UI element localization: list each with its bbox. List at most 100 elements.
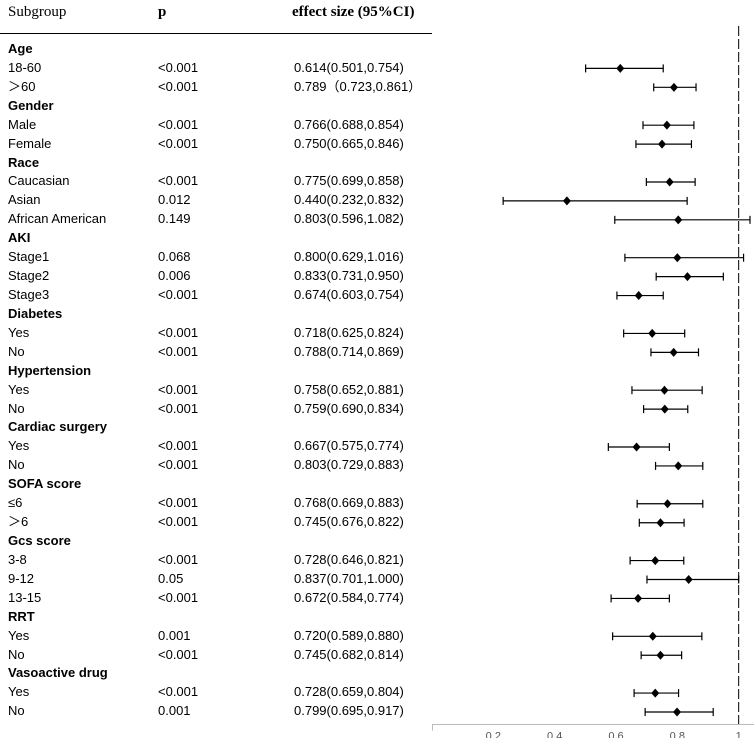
subgroup-label: 13-15: [8, 589, 42, 605]
p-value: <0.001: [158, 286, 199, 302]
point-estimate-marker: [634, 593, 643, 603]
p-value: <0.001: [158, 400, 199, 416]
point-estimate-marker: [648, 328, 657, 338]
point-estimate-marker: [663, 499, 672, 509]
effect-size-text: 0.799(0.695,0.917): [294, 703, 404, 719]
table-row: African American 0.149 0.803(0.596,1.082): [0, 210, 432, 229]
effect-size-text: 0.720(0.589,0.880): [294, 627, 404, 643]
subgroup-label: ＞60: [8, 78, 36, 94]
table-row: 3-8 <0.001 0.728(0.646,0.821): [0, 551, 432, 570]
subgroup-label: Asian: [8, 192, 41, 208]
point-estimate-marker: [674, 215, 683, 225]
group-name: Race: [8, 154, 40, 170]
point-estimate-marker: [648, 631, 657, 641]
p-value: <0.001: [158, 78, 199, 94]
table-row: Yes <0.001 0.718(0.625,0.824): [0, 324, 432, 343]
effect-size-text: 0.758(0.652,0.881): [294, 381, 404, 397]
point-estimate-marker: [683, 272, 692, 282]
header-divider: [0, 33, 432, 34]
point-estimate-marker: [656, 650, 665, 660]
table-row: ＞60 <0.001 0.789（0.723,0.861）: [0, 78, 432, 97]
p-value: 0.149: [158, 211, 191, 227]
effect-size-text: 0.667(0.575,0.774): [294, 438, 404, 454]
effect-size-text: 0.766(0.688,0.854): [294, 116, 404, 132]
subgroup-label: ＞6: [8, 514, 29, 530]
effect-size-text: 0.775(0.699,0.858): [294, 173, 404, 189]
subgroup-label: Caucasian: [8, 173, 70, 189]
effect-size-text: 0.674(0.603,0.754): [294, 286, 404, 302]
point-estimate-marker: [658, 139, 666, 149]
p-value: <0.001: [158, 646, 199, 662]
table-row: No <0.001 0.759(0.690,0.834): [0, 400, 432, 419]
x-tick-label: 1: [736, 730, 742, 738]
point-estimate-marker: [669, 82, 678, 92]
p-value: <0.001: [158, 173, 199, 189]
point-estimate-marker: [634, 291, 643, 301]
group-name: Hypertension: [8, 362, 92, 378]
subgroup-label: No: [8, 646, 25, 662]
point-estimate-marker: [669, 347, 678, 357]
group-name: Cardiac surgery: [8, 419, 107, 435]
group-header-row: Cardiac surgery: [0, 418, 432, 437]
table-row: No <0.001 0.788(0.714,0.869): [0, 343, 432, 362]
effect-size-text: 0.759(0.690,0.834): [294, 400, 404, 416]
p-value: 0.068: [158, 249, 191, 265]
subgroup-label: Yes: [8, 324, 30, 340]
p-value: <0.001: [158, 381, 199, 397]
subgroup-label: Yes: [8, 627, 30, 643]
table-row: ≤6 <0.001 0.768(0.669,0.883): [0, 494, 432, 513]
table-row: Yes <0.001 0.728(0.659,0.804): [0, 683, 432, 702]
table-row: No 0.001 0.799(0.695,0.917): [0, 702, 432, 721]
subgroup-label: No: [8, 400, 25, 416]
table-rows: Age 18-60 <0.001 0.614(0.501,0.754) ＞60 <0.00…: [0, 40, 432, 721]
effect-size-text: 0.614(0.501,0.754): [294, 59, 404, 75]
subgroup-label: Female: [8, 135, 52, 151]
group-header-row: Gender: [0, 97, 432, 116]
effect-size-text: 0.745(0.676,0.822): [294, 514, 404, 530]
table-row: 13-15 <0.001 0.672(0.584,0.774): [0, 589, 432, 608]
point-estimate-marker: [673, 707, 682, 717]
table-row: ＞6 <0.001 0.745(0.676,0.822): [0, 513, 432, 532]
p-value: <0.001: [158, 514, 199, 530]
group-header-row: Diabetes: [0, 305, 432, 324]
x-tick-label: 0.2: [486, 730, 501, 738]
effect-size-text: 0.728(0.659,0.804): [294, 684, 404, 700]
group-header-row: AKI: [0, 229, 432, 248]
effect-size-text: 0.440(0.232,0.832): [294, 192, 404, 208]
x-tick-label: 0.4: [547, 730, 562, 738]
table-row: Asian 0.012 0.440(0.232,0.832): [0, 191, 432, 210]
point-estimate-marker: [673, 253, 682, 263]
subgroup-label: No: [8, 703, 25, 719]
subgroup-label: Yes: [8, 684, 30, 700]
effect-size-text: 0.745(0.682,0.814): [294, 646, 404, 662]
effect-size-text: 0.837(0.701,1.000): [294, 570, 404, 586]
p-value: 0.001: [158, 627, 191, 643]
group-name: Gcs score: [8, 532, 71, 548]
group-header-row: Gcs score: [0, 532, 432, 551]
p-value: <0.001: [158, 495, 199, 511]
subgroup-label: ≤6: [8, 495, 23, 511]
effect-size-text: 0.672(0.584,0.774): [294, 589, 404, 605]
group-header-row: RRT: [0, 608, 432, 627]
point-estimate-marker: [562, 196, 571, 206]
effect-size-text: 0.789（0.723,0.861）: [294, 78, 422, 94]
p-value: 0.05: [158, 570, 184, 586]
effect-size-text: 0.803(0.729,0.883): [294, 457, 404, 473]
subgroup-label: 9-12: [8, 570, 35, 586]
point-estimate-marker: [651, 688, 660, 698]
subgroup-label: African American: [8, 211, 107, 227]
point-estimate-marker: [656, 518, 665, 528]
effect-size-text: 0.728(0.646,0.821): [294, 551, 404, 567]
table-row: Caucasian <0.001 0.775(0.699,0.858): [0, 172, 432, 191]
p-value: <0.001: [158, 457, 199, 473]
group-name: SOFA score: [8, 476, 82, 492]
group-name: AKI: [8, 230, 31, 246]
p-value: <0.001: [158, 684, 199, 700]
effect-size-text: 0.768(0.669,0.883): [294, 495, 404, 511]
table-row: Yes <0.001 0.758(0.652,0.881): [0, 381, 432, 400]
group-name: RRT: [8, 608, 35, 624]
effect-size-text: 0.718(0.625,0.824): [294, 324, 404, 340]
p-value: <0.001: [158, 59, 199, 75]
